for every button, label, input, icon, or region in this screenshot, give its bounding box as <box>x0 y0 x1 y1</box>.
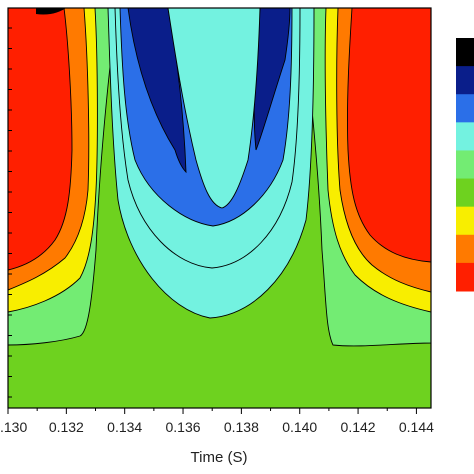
x-tick-label: .130 <box>0 419 27 435</box>
plot-frame <box>7 7 432 409</box>
contour-band-red-left <box>8 8 73 271</box>
x-axis-title: Time (S) <box>191 449 248 466</box>
x-tick-label: 0.142 <box>341 419 376 435</box>
x-tick-label: 0.140 <box>282 419 317 435</box>
colorbar-swatch <box>456 178 474 208</box>
plot-area <box>8 8 431 408</box>
colorbar-swatch <box>456 262 474 292</box>
colorbar-swatch <box>456 38 474 67</box>
x-tick-label: 0.144 <box>399 419 434 435</box>
colorbar-swatch <box>456 206 474 236</box>
contour-band-inner-cyan <box>167 8 261 209</box>
colorbar-swatch <box>456 66 474 95</box>
colorbar <box>456 38 474 292</box>
colorbar-swatch <box>456 150 474 180</box>
y-axis-ticks <box>8 27 12 398</box>
x-tick-label: 0.132 <box>49 419 84 435</box>
x-tick-label: 0.134 <box>107 419 142 435</box>
colorbar-swatch <box>456 94 474 123</box>
x-axis-ticks <box>7 408 417 414</box>
x-tick-label: 0.138 <box>224 419 259 435</box>
contour-band-black <box>36 8 66 15</box>
contour-band-red-right <box>347 8 431 263</box>
x-tick-label: 0.136 <box>166 419 201 435</box>
x-axis-tick-labels: .130 0.132 0.134 0.136 0.138 0.140 0.142 0.144 <box>0 419 434 435</box>
colorbar-swatch <box>456 122 474 151</box>
colorbar-swatch <box>456 234 474 264</box>
